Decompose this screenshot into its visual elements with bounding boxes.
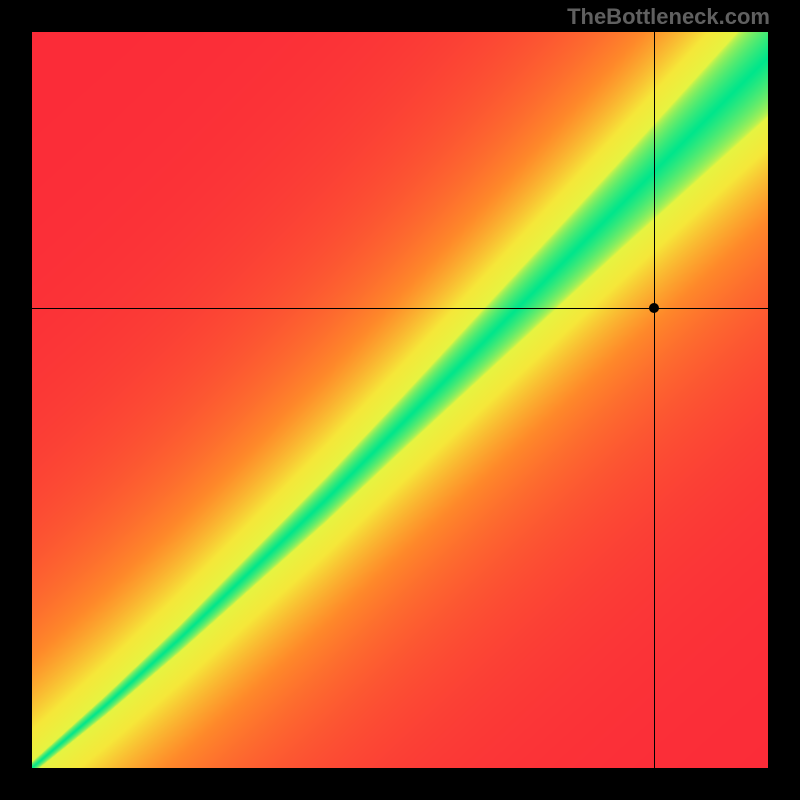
crosshair-vertical <box>654 32 655 768</box>
watermark-text: TheBottleneck.com <box>567 4 770 30</box>
crosshair-marker <box>649 303 659 313</box>
bottleneck-heatmap <box>32 32 768 768</box>
heatmap-canvas <box>32 32 768 768</box>
